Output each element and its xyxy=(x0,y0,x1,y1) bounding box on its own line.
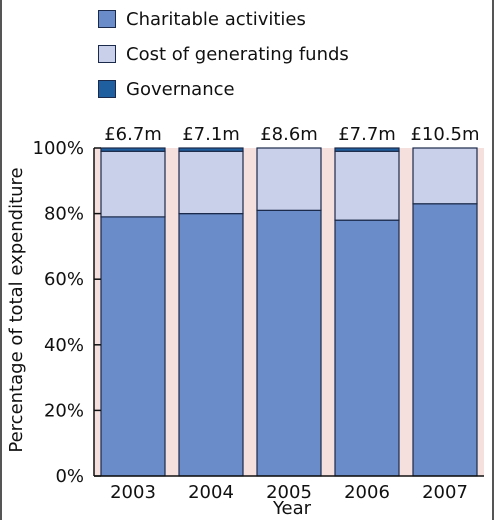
bar-2003-series-0 xyxy=(100,216,166,477)
bar-2005-series-0 xyxy=(256,209,322,477)
background-band-left-edge xyxy=(94,148,101,476)
x-tick-label-2007: 2007 xyxy=(422,482,468,503)
legend-label-cost-of-generating-funds: Cost of generating funds xyxy=(126,43,349,65)
bar-total-label-2003: £6.7m xyxy=(104,124,162,145)
x-tick-label-2004: 2004 xyxy=(188,482,234,503)
x-axis-label: Year xyxy=(272,498,312,519)
legend-item-charitable-activities: Charitable activities xyxy=(98,8,306,30)
x-tick-label-2003: 2003 xyxy=(110,482,156,503)
y-tick-label-1: 20% xyxy=(44,400,84,421)
y-tick-label-2: 40% xyxy=(44,335,84,356)
bar-2003-series-1 xyxy=(100,150,166,218)
bar-total-label-2007: £10.5m xyxy=(410,124,479,145)
bar-2006-series-2 xyxy=(334,147,400,152)
y-tick-label-3: 60% xyxy=(44,269,84,290)
background-gap-2007-a xyxy=(406,148,413,476)
bar-2006-series-1 xyxy=(334,150,400,221)
bar-2003-series-2 xyxy=(100,147,166,152)
legend-item-cost-of-generating-funds: Cost of generating funds xyxy=(98,43,349,65)
bar-2005-series-1 xyxy=(256,147,322,211)
y-tick-label-5: 100% xyxy=(33,138,84,159)
legend-label-governance: Governance xyxy=(126,78,235,100)
background-band-right-edge xyxy=(477,148,484,476)
bar-total-label-2005: £8.6m xyxy=(260,124,318,145)
background-gap-2003-b xyxy=(165,148,172,476)
bar-total-label-2006: £7.7m xyxy=(338,124,396,145)
bar-2004-series-0 xyxy=(178,213,244,477)
x-tick-label-2005: 2005 xyxy=(266,482,312,503)
legend-item-governance: Governance xyxy=(98,78,235,100)
legend-label-charitable-activities: Charitable activities xyxy=(126,8,306,30)
y-tick-label-4: 80% xyxy=(44,204,84,225)
bar-2004-series-2 xyxy=(178,147,244,152)
background-gap-2005-b xyxy=(321,148,328,476)
legend-swatch-charitable-activities xyxy=(98,10,116,28)
bar-2007-series-0 xyxy=(412,203,478,477)
y-axis-label: Percentage of total expenditure xyxy=(6,167,27,452)
bar-2007-series-1 xyxy=(412,147,478,205)
legend-swatch-cost-of-generating-funds xyxy=(98,45,116,63)
bar-2004-series-1 xyxy=(178,150,244,215)
x-tick-label-2006: 2006 xyxy=(344,482,390,503)
legend-swatch-governance xyxy=(98,80,116,98)
y-tick-label-0: 0% xyxy=(55,466,84,487)
bar-total-label-2004: £7.1m xyxy=(182,124,240,145)
bar-2006-series-0 xyxy=(334,219,400,477)
background-gap-2005-a xyxy=(250,148,257,476)
